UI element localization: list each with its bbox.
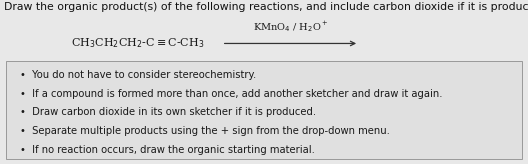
Text: •  You do not have to consider stereochemistry.: • You do not have to consider stereochem…: [20, 70, 256, 80]
Text: •  Separate multiple products using the + sign from the drop-down menu.: • Separate multiple products using the +…: [20, 126, 390, 136]
Text: •  If no reaction occurs, draw the organic starting material.: • If no reaction occurs, draw the organi…: [20, 145, 314, 155]
Text: •  Draw carbon dioxide in its own sketcher if it is produced.: • Draw carbon dioxide in its own sketche…: [20, 107, 316, 117]
Text: •  If a compound is formed more than once, add another sketcher and draw it agai: • If a compound is formed more than once…: [20, 89, 442, 99]
Text: Draw the organic product(s) of the following reactions, and include carbon dioxi: Draw the organic product(s) of the follo…: [4, 2, 528, 12]
FancyBboxPatch shape: [6, 61, 522, 159]
Text: CH$_3$CH$_2$CH$_2$-C$\equiv$C-CH$_3$: CH$_3$CH$_2$CH$_2$-C$\equiv$C-CH$_3$: [71, 37, 205, 50]
Text: KMnO$_4$ / H$_2$O$^+$: KMnO$_4$ / H$_2$O$^+$: [253, 20, 328, 34]
